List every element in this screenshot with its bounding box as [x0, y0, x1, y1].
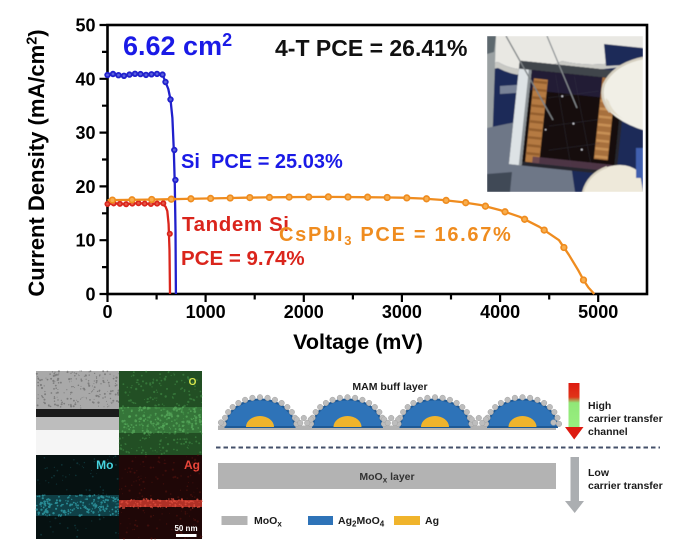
svg-text:CsPbI3 PCE = 16.67%: CsPbI3 PCE = 16.67% — [279, 224, 513, 248]
svg-text:6.62 cm2: 6.62 cm2 — [123, 30, 232, 61]
svg-text:Voltage (mV): Voltage (mV) — [293, 330, 423, 354]
svg-text:3000: 3000 — [382, 302, 422, 322]
svg-text:1000: 1000 — [186, 302, 226, 322]
svg-text:MoOx layer: MoOx layer — [359, 471, 414, 485]
svg-text:Ag2MoO4: Ag2MoO4 — [338, 515, 385, 529]
svg-text:PCE = 9.74%: PCE = 9.74% — [181, 247, 305, 270]
svg-text:4000: 4000 — [480, 302, 520, 322]
svg-text:carrier transfer: carrier transfer — [588, 480, 663, 492]
svg-text:Mo: Mo — [96, 458, 113, 472]
svg-text:Ag: Ag — [425, 515, 439, 527]
svg-text:Low: Low — [588, 467, 610, 479]
svg-text:40: 40 — [75, 69, 95, 89]
svg-text:50 nm: 50 nm — [174, 524, 197, 533]
svg-text:0: 0 — [102, 302, 112, 322]
svg-text:MoOx: MoOx — [254, 515, 282, 529]
svg-text:30: 30 — [75, 123, 95, 143]
svg-text:carrier transfer: carrier transfer — [588, 413, 663, 425]
svg-text:Current Density (mA/cm2): Current Density (mA/cm2) — [24, 29, 49, 296]
svg-text:5000: 5000 — [578, 302, 618, 322]
svg-text:channel: channel — [588, 426, 628, 438]
svg-text:Tandem Si: Tandem Si — [182, 213, 290, 236]
svg-text:50: 50 — [75, 16, 95, 36]
svg-text:20: 20 — [75, 177, 95, 197]
svg-text:10: 10 — [75, 231, 95, 251]
svg-text:O: O — [189, 377, 197, 388]
svg-text:0: 0 — [85, 285, 95, 305]
svg-text:2000: 2000 — [284, 302, 324, 322]
svg-text:4-T PCE = 26.41%: 4-T PCE = 26.41% — [275, 35, 467, 61]
svg-text:MAM buff layer: MAM buff layer — [352, 381, 427, 393]
svg-text:Si PCE = 25.03%: Si PCE = 25.03% — [181, 151, 343, 173]
svg-text:Ag: Ag — [184, 458, 200, 472]
svg-text:High: High — [588, 400, 611, 412]
